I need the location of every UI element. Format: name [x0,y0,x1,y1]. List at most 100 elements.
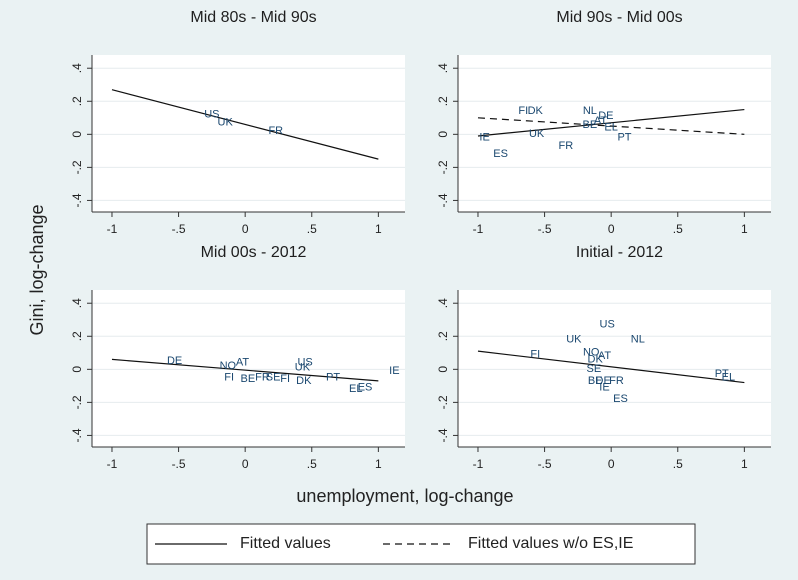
y-tick-label: 0 [70,131,84,138]
point-label: ES [493,148,508,160]
point-label: US [204,108,219,120]
point-label: IE [479,132,489,144]
y-tick-label: -.2 [436,395,450,409]
x-tick-label: 0 [608,222,615,236]
fit-line [111,358,379,382]
plot-area [458,290,771,447]
x-axis-label: unemployment, log-change [296,486,513,506]
y-tick-label: .2 [436,331,450,341]
x-tick-label: 1 [741,222,748,236]
point-label: FI [280,373,290,385]
point-label: DE [598,110,613,122]
y-tick-label: -.2 [70,160,84,174]
y-tick-label: -.4 [70,428,84,442]
point-label: FR [609,375,624,387]
y-tick-label: .4 [70,63,84,73]
point-label: BE [583,119,598,131]
point-label: EL [604,122,617,134]
point-label: EL [722,371,735,383]
point-label: UK [566,333,582,345]
y-tick-label: -.4 [70,193,84,207]
point-label: FR [255,371,270,383]
x-tick-label: -.5 [538,457,552,471]
legend-label: Fitted values w/o ES,IE [468,535,633,552]
point-label: DK [296,375,312,387]
x-tick-label: 1 [375,222,382,236]
panel-title: Mid 80s - Mid 90s [190,9,316,26]
fit-line [477,350,745,384]
fit-line [111,89,379,160]
point-label: UK [295,362,311,374]
point-label: US [297,357,312,369]
point-label: DE [167,355,182,367]
y-tick-label: .4 [436,63,450,73]
point-label: DK [528,105,544,117]
y-tick-label: -.4 [436,428,450,442]
y-tick-label: .2 [436,96,450,106]
point-label: AT [598,350,612,362]
y-tick-label: 0 [70,366,84,373]
y-tick-label: 0 [436,366,450,373]
point-label: FR [559,140,574,152]
x-tick-label: 1 [741,457,748,471]
point-label: SE [266,371,281,383]
point-label: NO [583,347,600,359]
point-label: FR [268,125,283,137]
x-tick-label: -1 [473,457,484,471]
x-tick-label: .5 [307,457,317,471]
plot-area [92,55,405,212]
x-tick-label: 0 [608,457,615,471]
point-label: DE [596,375,611,387]
point-label: PT [326,371,340,383]
x-tick-label: -.5 [172,222,186,236]
x-tick-label: 0 [242,457,249,471]
point-label: ES [613,393,628,405]
legend-label: Fitted values [240,535,331,552]
point-label: NL [583,105,597,117]
point-label: IE [599,381,609,393]
point-label: EL [349,383,362,395]
y-tick-label: -.2 [70,395,84,409]
point-label: NO [220,360,237,372]
x-tick-label: -1 [473,222,484,236]
point-label: FI [530,348,540,360]
x-tick-label: .5 [307,222,317,236]
x-tick-label: .5 [673,222,683,236]
x-tick-label: -1 [107,222,118,236]
x-tick-label: -1 [107,457,118,471]
point-label: NL [631,333,645,345]
y-tick-label: .2 [70,331,84,341]
point-label: AT [236,357,250,369]
y-tick-label: 0 [436,131,450,138]
panel-title: Initial - 2012 [576,244,663,261]
point-label: PT [617,132,631,144]
x-tick-label: .5 [673,457,683,471]
point-label: ES [358,381,373,393]
point-label: DK [588,353,604,365]
y-tick-label: .2 [70,96,84,106]
y-tick-label: .4 [70,298,84,308]
point-label: BE [588,375,603,387]
point-label: PT [715,368,729,380]
y-tick-label: -.2 [436,160,450,174]
x-tick-label: -.5 [172,457,186,471]
point-label: UK [529,128,545,140]
point-label: UK [218,117,234,129]
panel-title: Mid 00s - 2012 [201,244,307,261]
panel-title: Mid 90s - Mid 00s [556,9,682,26]
point-label: FI [224,371,234,383]
point-label: IE [389,365,399,377]
point-label: US [600,319,615,331]
point-label: AT [594,115,608,127]
point-label: FI [518,105,528,117]
x-tick-label: 0 [242,222,249,236]
fit-line [477,117,745,135]
point-label: BE [240,373,255,385]
fit-line [477,108,745,137]
x-tick-label: -.5 [538,222,552,236]
x-tick-label: 1 [375,457,382,471]
point-label: SE [587,363,602,375]
y-tick-label: -.4 [436,193,450,207]
